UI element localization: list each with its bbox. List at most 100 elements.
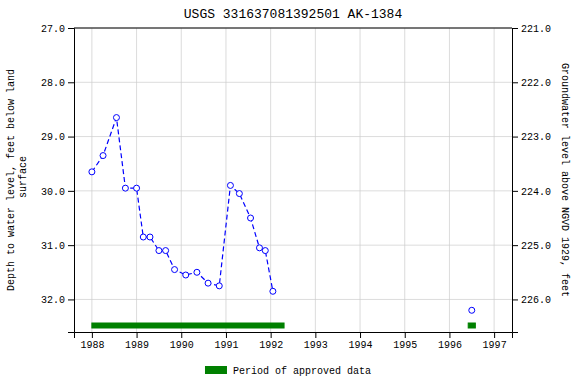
- x-axis-tick: 1995: [393, 332, 417, 351]
- y2-axis-tick-label: 223.0: [521, 132, 551, 143]
- series-marker: [100, 153, 106, 159]
- x-axis-tick: 1992: [259, 332, 283, 351]
- x-axis-tick-mark: [315, 332, 316, 338]
- x-axis-tick-label: 1996: [438, 340, 462, 351]
- x-axis-tick: 1990: [170, 332, 194, 351]
- y2-axis-tick-mark: [512, 82, 518, 83]
- grid-line-x: [449, 28, 450, 332]
- x-axis-tick-label: 1991: [214, 340, 238, 351]
- series-marker: [262, 248, 268, 254]
- x-axis-tick: 1997: [483, 332, 507, 351]
- series-marker: [140, 234, 146, 240]
- y2-axis-tick-label: 224.0: [521, 187, 551, 198]
- y-axis-tick-mark: [68, 191, 74, 192]
- y2-axis-tick: 225.0: [512, 241, 551, 252]
- series-marker: [236, 191, 242, 197]
- grid-line-x: [315, 28, 316, 332]
- y-axis-tick: 29.0: [41, 132, 74, 143]
- y-axis-line: [68, 29, 75, 333]
- x-axis-tick-label: 1995: [393, 340, 417, 351]
- series-marker: [172, 267, 178, 273]
- y-axis-tick: 31.0: [41, 241, 74, 252]
- y2-axis-label: Groundwater level above NGVD 1929, feet: [559, 63, 570, 297]
- frame-top: [74, 28, 512, 29]
- y-axis-tick-label: 30.0: [41, 187, 65, 198]
- y-axis-tick-label: 29.0: [41, 132, 65, 143]
- y-axis-tick-mark: [68, 82, 74, 83]
- series-marker: [216, 283, 222, 289]
- grid-line-x: [360, 28, 361, 332]
- series-marker: [183, 272, 189, 278]
- y-axis-tick-mark: [68, 28, 74, 29]
- y-axis-tick-label: 27.0: [41, 24, 65, 35]
- y-axis-tick-mark: [68, 245, 74, 246]
- x-axis-tick: 1993: [304, 332, 328, 351]
- y-axis-tick-label: 28.0: [41, 78, 65, 89]
- y2-axis-tick-label: 222.0: [521, 78, 551, 89]
- grid-line-x: [91, 28, 92, 332]
- y-axis-tick-mark: [68, 137, 74, 138]
- y2-axis-tick: 222.0: [512, 78, 551, 89]
- x-axis-tick: 1996: [438, 332, 462, 351]
- x-axis-tick-label: 1994: [349, 340, 373, 351]
- legend-label: Period of approved data: [233, 366, 371, 377]
- y-axis-tick-label: 32.0: [41, 295, 65, 306]
- x-axis-tick-mark: [137, 332, 138, 338]
- series-marker: [270, 288, 276, 294]
- y-axis-label: Depth to water level, feet below land su…: [6, 69, 29, 291]
- y2-axis-tick-mark: [512, 191, 518, 192]
- y-axis-tick-mark: [68, 299, 74, 300]
- series-marker: [227, 182, 233, 188]
- y2-axis-tick-label: 226.0: [521, 295, 551, 306]
- plot: 1988198919901991199219931994199519961997…: [6, 24, 570, 351]
- y2-axis-tick-mark: [512, 299, 518, 300]
- approved-band: [468, 323, 475, 328]
- grid-line-x: [270, 28, 271, 332]
- title: USGS 331637081392501 AK-1384: [184, 7, 403, 22]
- grid-line-y: [74, 28, 512, 29]
- grid-line-x: [136, 28, 137, 332]
- y2-axis-tick-label: 221.0: [521, 24, 551, 35]
- x-axis-tick-mark: [271, 332, 272, 338]
- x-axis-tick-label: 1990: [170, 340, 194, 351]
- y-axis-tick: 27.0: [41, 24, 74, 35]
- series-marker: [147, 234, 153, 240]
- y-axis-tick: 30.0: [41, 187, 74, 198]
- y-axis-tick-label: 31.0: [41, 241, 65, 252]
- x-axis-tick-mark: [226, 332, 227, 338]
- series-marker: [205, 280, 211, 286]
- y2-axis-tick-mark: [512, 245, 518, 246]
- x-axis-tick-label: 1989: [125, 340, 149, 351]
- x-axis-tick-mark: [494, 332, 495, 338]
- grid-line-y: [74, 245, 512, 246]
- series-marker: [113, 115, 119, 121]
- series-marker: [163, 248, 169, 254]
- x-axis-tick: 1991: [214, 332, 238, 351]
- x-axis-tick-mark: [181, 332, 182, 338]
- y-axis-tick: 28.0: [41, 78, 74, 89]
- x-axis-tick: 1994: [349, 332, 373, 351]
- series-marker: [248, 215, 254, 221]
- y2-axis-tick: 223.0: [512, 132, 551, 143]
- y2-axis-tick: 221.0: [512, 24, 551, 35]
- series-line: [92, 118, 273, 292]
- series-marker: [469, 307, 475, 313]
- y2-axis-tick-label: 225.0: [521, 241, 551, 252]
- grid-line-y: [74, 136, 512, 137]
- grid-line-x: [494, 28, 495, 332]
- x-axis-tick-mark: [360, 332, 361, 338]
- y-axis: 27.0 28.0 29.0 30.0 31.0 32.0: [41, 24, 75, 333]
- y-axis-tick: 32.0: [41, 295, 74, 306]
- grid-line-y: [74, 190, 512, 191]
- x-axis-tick: 1989: [125, 332, 149, 351]
- x-axis-tick-mark: [405, 332, 406, 338]
- grid-line-x: [181, 28, 182, 332]
- series-marker: [194, 269, 200, 275]
- x-axis-line: [75, 333, 513, 339]
- y2-axis-tick: 226.0: [512, 295, 551, 306]
- approved-band: [92, 323, 284, 328]
- marks: [89, 115, 475, 328]
- y2-axis-tick-mark: [512, 28, 518, 29]
- x-axis-tick-label: 1992: [259, 340, 283, 351]
- y2-axis-tick: 224.0: [512, 187, 551, 198]
